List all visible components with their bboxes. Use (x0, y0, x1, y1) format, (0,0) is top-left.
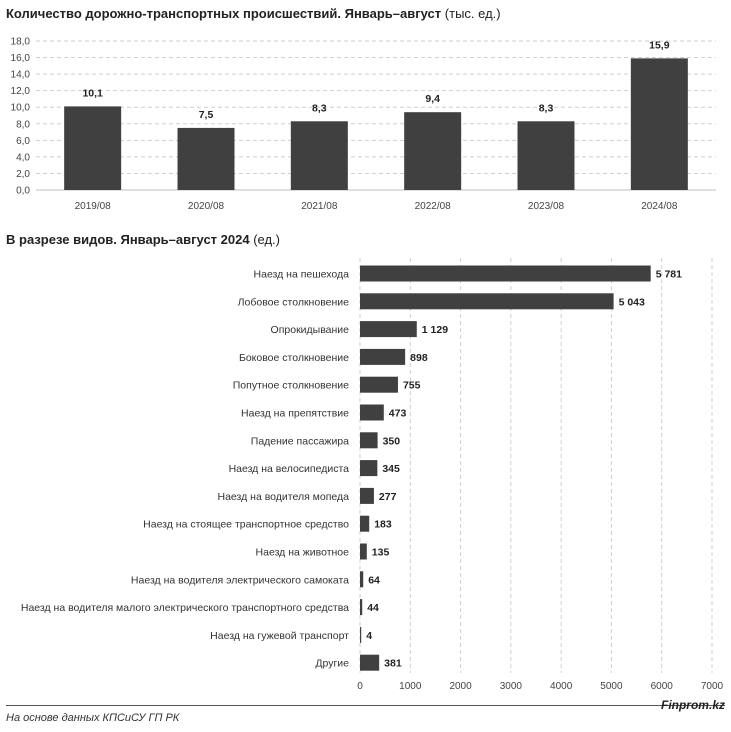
x-tick-label: 2019/08 (75, 201, 112, 212)
x-tick-label: 2020/08 (188, 201, 225, 212)
bar (360, 654, 380, 671)
x-tick-label: 2000 (449, 681, 472, 692)
brand-logo-text: Finprom.kz (660, 698, 725, 712)
category-label: Наезд на препятствие (241, 408, 349, 420)
category-label: Наезд на животное (256, 547, 350, 559)
data-label: 5 781 (656, 269, 682, 281)
y-tick-label: 18,0 (11, 37, 31, 48)
x-tick-label: 6000 (651, 681, 674, 692)
bar (360, 515, 370, 532)
chart2-title: В разрезе видов. Январь–август 2024 (ед.… (6, 232, 281, 247)
data-label: 8,3 (312, 102, 327, 114)
accident-types-chart: 0 1000 2000 3000 4000 5000 6000 7000 5 781 Наезд … (21, 258, 724, 692)
category-label: Наезд на водителя малого электрического … (21, 602, 349, 614)
data-label: 183 (374, 519, 392, 531)
y-tick-label: 0,0 (16, 186, 30, 197)
bar (360, 432, 378, 449)
x-tick-label: 2023/08 (528, 201, 565, 212)
category-label: Лобовое столкновение (238, 296, 350, 308)
category-label: Наезд на гужевой транспорт (210, 630, 349, 642)
y-tick-label: 4,0 (16, 152, 30, 163)
category-label: Наезд на водителя мопеда (217, 491, 349, 503)
x-tick-label: 7000 (701, 681, 724, 692)
x-tick-label: 5000 (600, 681, 623, 692)
data-label: 381 (384, 658, 402, 670)
y-tick-label: 2,0 (16, 169, 30, 180)
chart2-unit: (ед.) (253, 232, 281, 247)
category-label: Другие (315, 658, 349, 670)
data-label: 15,9 (649, 39, 670, 51)
bar (290, 121, 348, 190)
data-label: 755 (403, 380, 421, 392)
data-label: 8,3 (539, 102, 554, 114)
x-tick-label: 1000 (399, 681, 422, 692)
yearly-accidents-chart: 0,0 2,0 4,0 6,0 8,0 10,0 12,0 14,0 16,0 18,0 10,1 2… (11, 37, 716, 212)
bar (517, 121, 575, 190)
bar (360, 487, 374, 504)
data-label: 4 (366, 630, 372, 642)
y-tick-label: 8,0 (16, 119, 30, 130)
data-label: 898 (410, 352, 428, 364)
chart1-unit: (тыс. ед.) (444, 6, 501, 21)
data-label: 1 129 (422, 324, 448, 336)
x-tick-label: 3000 (500, 681, 523, 692)
x-tick-label: 2022/08 (415, 201, 452, 212)
bar (360, 460, 378, 477)
bar (360, 626, 362, 643)
category-label: Опрокидывание (271, 324, 350, 336)
data-label: 9,4 (425, 93, 440, 105)
y-tick-label: 16,0 (11, 53, 31, 64)
x-tick-label: 0 (357, 681, 363, 692)
data-label: 64 (368, 574, 380, 586)
source-note: На основе данных КПСиСУ ГП РК (6, 712, 180, 724)
category-label: Попутное столкновение (233, 380, 349, 392)
bar (360, 543, 367, 560)
bar (360, 376, 398, 393)
y-tick-label: 6,0 (16, 136, 30, 147)
bar (360, 293, 614, 310)
bar (630, 58, 688, 191)
bar (360, 265, 651, 282)
data-label: 473 (389, 408, 407, 420)
category-label: Наезд на пешехода (254, 269, 350, 281)
bar (404, 112, 462, 190)
data-label: 350 (383, 435, 401, 447)
data-label: 277 (379, 491, 397, 503)
category-label: Наезд на стоящее транспортное средство (143, 519, 349, 531)
x-tick-label: 2024/08 (641, 201, 678, 212)
category-label: Боковое столкновение (239, 352, 349, 364)
x-tick-label: 4000 (550, 681, 573, 692)
category-label: Наезд на велосипедиста (229, 463, 350, 475)
y-tick-label: 14,0 (11, 70, 31, 81)
bar (64, 106, 122, 190)
bar (360, 321, 417, 338)
bar (360, 348, 406, 365)
x-tick-label: 2021/08 (301, 201, 338, 212)
bar (360, 599, 363, 616)
chart1-title: Количество дорожно-транспортных происшес… (6, 6, 501, 21)
y-tick-label: 12,0 (11, 86, 31, 97)
data-label: 7,5 (199, 109, 214, 121)
data-label: 5 043 (619, 296, 645, 308)
category-label: Падение пассажира (251, 435, 349, 447)
bar (360, 571, 364, 588)
data-label: 135 (372, 547, 390, 559)
bar (360, 404, 384, 421)
data-label: 345 (382, 463, 400, 475)
data-label: 10,1 (82, 87, 103, 99)
category-label: Наезд на водителя электрического самокат… (131, 574, 349, 586)
footer-divider (6, 705, 725, 706)
y-tick-label: 10,0 (11, 103, 31, 114)
data-label: 44 (367, 602, 379, 614)
bar (177, 127, 235, 190)
